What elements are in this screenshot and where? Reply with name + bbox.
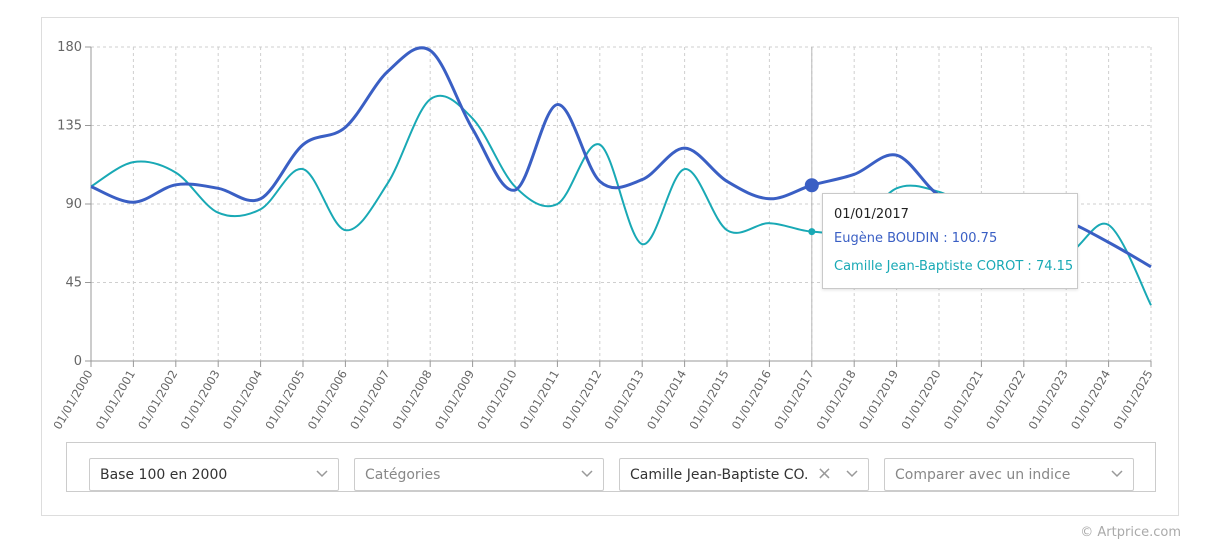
artist-select[interactable]: Camille Jean-Baptiste CO... × [619, 458, 869, 491]
x-tick-label: 01/01/2011 [517, 368, 562, 432]
base-select-value: Base 100 en 2000 [100, 467, 228, 483]
tooltip-date: 01/01/2017 [834, 207, 909, 222]
copyright-credit: © Artprice.com [1080, 525, 1181, 540]
chart-controls: Base 100 en 2000 Catégories Camille Jean… [66, 442, 1156, 492]
x-tick-label: 01/01/2006 [305, 368, 350, 432]
highlight-point-corot[interactable] [808, 228, 816, 236]
x-tick-label: 01/01/2008 [390, 368, 435, 432]
x-tick-label: 01/01/2017 [771, 368, 816, 432]
chevron-down-icon [846, 470, 858, 478]
x-tick-label: 01/01/2002 [135, 368, 180, 432]
x-tick-label: 01/01/2005 [262, 368, 307, 432]
y-tick-label: 135 [57, 119, 82, 134]
x-tick-label: 01/01/2010 [474, 368, 519, 432]
y-tick-label: 180 [57, 40, 82, 55]
highlight-point-boudin[interactable] [804, 178, 819, 193]
chart-tooltip: 01/01/2017 Eugène BOUDIN : 100.75 Camill… [822, 193, 1078, 289]
chevron-down-icon [581, 470, 593, 478]
categories-select[interactable]: Catégories [354, 458, 604, 491]
y-tick-label: 0 [74, 354, 82, 369]
x-tick-label: 01/01/2021 [941, 368, 986, 432]
x-tick-label: 01/01/2022 [983, 368, 1028, 432]
x-tick-label: 01/01/2025 [1110, 368, 1155, 432]
x-tick-label: 01/01/2018 [814, 368, 859, 432]
categories-select-placeholder: Catégories [365, 467, 441, 483]
chevron-down-icon [1111, 470, 1123, 478]
x-tick-label: 01/01/2003 [178, 368, 223, 432]
tooltip-series-corot: Camille Jean-Baptiste COROT : 74.15 [834, 259, 1074, 274]
clear-icon[interactable]: × [816, 463, 832, 484]
y-tick-label: 45 [65, 276, 82, 291]
index-select[interactable]: Comparer avec un indice [884, 458, 1134, 491]
x-tick-label: 01/01/2023 [1026, 368, 1071, 432]
index-select-placeholder: Comparer avec un indice [895, 467, 1071, 483]
artist-select-value: Camille Jean-Baptiste CO... [630, 467, 810, 483]
x-tick-label: 01/01/2012 [559, 368, 604, 432]
x-tick-label: 01/01/2004 [220, 368, 265, 432]
tooltip-series-boudin: Eugène BOUDIN : 100.75 [834, 231, 998, 246]
x-tick-label: 01/01/2015 [686, 368, 731, 432]
base-select[interactable]: Base 100 en 2000 [89, 458, 339, 491]
x-tick-label: 01/01/2016 [729, 368, 774, 432]
y-tick-label: 90 [65, 197, 82, 212]
x-tick-label: 01/01/2024 [1068, 368, 1113, 432]
chevron-down-icon [316, 470, 328, 478]
x-tick-label: 01/01/2013 [602, 368, 647, 432]
line-chart[interactable]: 0459013518001/01/200001/01/200101/01/200… [0, 0, 1215, 440]
x-tick-label: 01/01/2014 [644, 368, 689, 432]
x-tick-label: 01/01/2019 [856, 368, 901, 432]
x-tick-label: 01/01/2001 [93, 368, 138, 432]
x-tick-label: 01/01/2007 [347, 368, 392, 432]
x-tick-label: 01/01/2009 [432, 367, 477, 431]
x-tick-label: 01/01/2020 [898, 368, 943, 432]
x-tick-label: 01/01/2000 [50, 368, 95, 432]
